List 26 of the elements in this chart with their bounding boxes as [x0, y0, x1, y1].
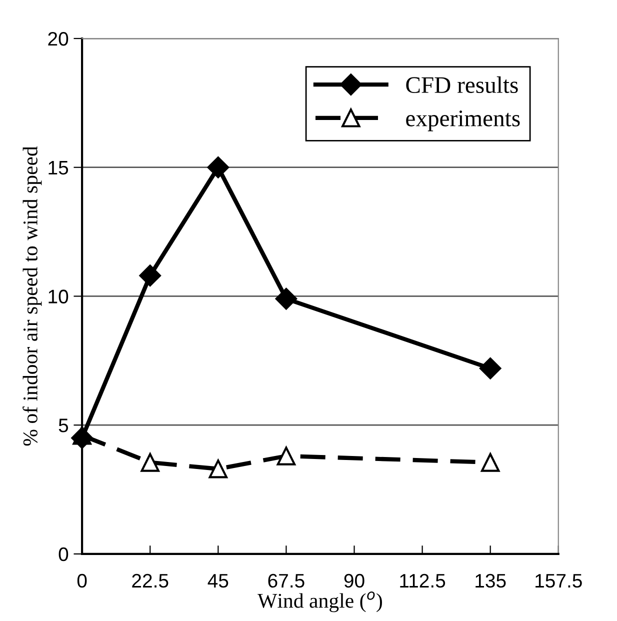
y-tick-label: 10 — [48, 290, 68, 304]
legend-label: experiments — [406, 110, 520, 132]
y-tick-label: 0 — [58, 547, 68, 562]
point — [208, 460, 228, 478]
point — [276, 446, 296, 466]
point — [275, 288, 298, 310]
point — [71, 427, 93, 449]
y-tick-label: 15 — [48, 161, 68, 175]
point — [139, 264, 161, 286]
legend-label: CFD results — [406, 76, 518, 94]
y-tick-label: 20 — [48, 32, 68, 46]
x-tick-label: 157.5 — [536, 574, 582, 588]
x-tick-label: 112.5 — [400, 574, 446, 588]
point — [480, 453, 500, 472]
point — [140, 453, 160, 472]
point — [479, 358, 502, 380]
x-tick-label: 90 — [344, 574, 364, 588]
x-axis-title: Wind angle ($^{o}$) — [258, 592, 382, 612]
x-tick-label: 135 — [476, 574, 506, 588]
y-axis-title: % of indoor air speed to wind speed — [22, 146, 42, 446]
point — [207, 156, 230, 178]
x-tick-label: 45 — [208, 574, 228, 588]
x-tick-label: 22.5 — [132, 574, 168, 588]
x-tick-label: 67.5 — [268, 574, 304, 588]
y-tick-label: 5 — [58, 418, 68, 432]
x-tick-label: 0 — [77, 574, 87, 588]
